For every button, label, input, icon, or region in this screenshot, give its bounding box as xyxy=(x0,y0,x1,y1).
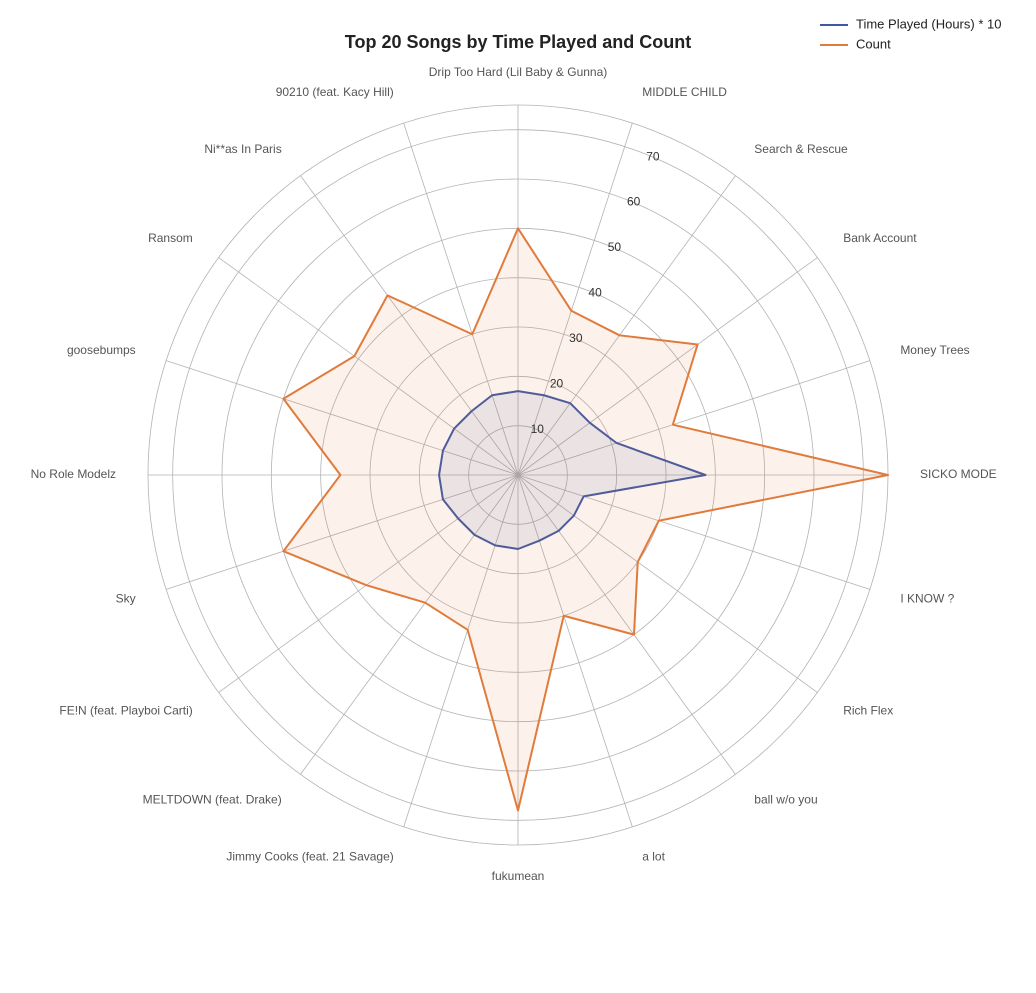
r-tick-label: 30 xyxy=(569,331,583,345)
r-tick-label: 50 xyxy=(608,240,622,254)
category-label: fukumean xyxy=(492,869,545,883)
category-label: FE!N (feat. Playboi Carti) xyxy=(59,703,192,717)
category-label: I KNOW ? xyxy=(900,591,954,605)
category-label: Sky xyxy=(116,591,136,605)
chart-container: 10 20 30 40 50 60 70 SICKO MODE Money Trees Bank … xyxy=(0,0,1036,993)
category-label: Jimmy Cooks (feat. 21 Savage) xyxy=(226,849,393,863)
category-label: Ransom xyxy=(148,231,193,245)
category-label: Drip Too Hard (Lil Baby & Gunna) xyxy=(429,65,608,79)
r-tick-label: 70 xyxy=(646,149,660,163)
radar-chart: 10 20 30 40 50 60 70 SICKO MODE Money Trees Bank … xyxy=(0,0,1036,993)
category-label: Money Trees xyxy=(900,343,969,357)
chart-title: Top 20 Songs by Time Played and Count xyxy=(345,32,691,52)
category-label: SICKO MODE xyxy=(920,467,997,481)
category-label: Ni**as In Paris xyxy=(204,142,281,156)
category-label: 90210 (feat. Kacy Hill) xyxy=(276,85,394,99)
category-label: Bank Account xyxy=(843,231,917,245)
category-label: MIDDLE CHILD xyxy=(642,85,727,99)
category-label: ball w/o you xyxy=(754,792,817,806)
legend-label: Count xyxy=(856,36,891,51)
r-tick-label: 10 xyxy=(531,422,545,436)
r-tick-label: 60 xyxy=(627,195,641,209)
category-label: a lot xyxy=(642,849,665,863)
category-label: goosebumps xyxy=(67,343,136,357)
category-label: Search & Rescue xyxy=(754,142,848,156)
category-label: No Role Modelz xyxy=(31,467,116,481)
category-label: Rich Flex xyxy=(843,703,893,717)
legend-label: Time Played (Hours) * 10 xyxy=(856,16,1001,31)
r-tick-label: 20 xyxy=(550,376,564,390)
r-tick-label: 40 xyxy=(588,286,602,300)
category-label: MELTDOWN (feat. Drake) xyxy=(143,792,282,806)
